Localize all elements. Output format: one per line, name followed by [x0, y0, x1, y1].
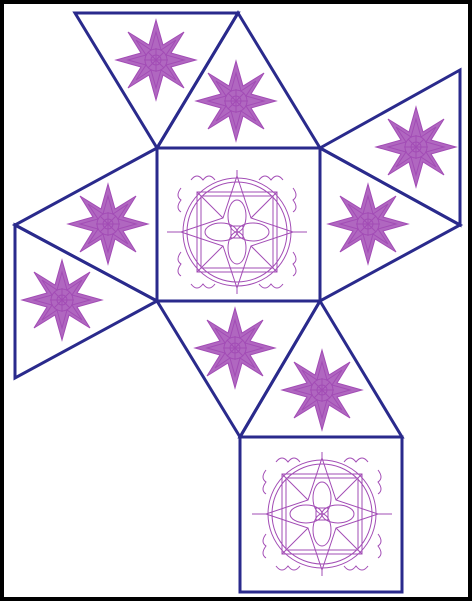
face-tri-right-lower	[318, 145, 464, 304]
eight-point-star-icon	[21, 259, 103, 341]
eight-point-star-icon	[67, 183, 149, 265]
eight-point-star-icon	[375, 106, 457, 188]
face-square-bottom	[238, 435, 404, 594]
face-tri-left-lower	[13, 222, 161, 381]
eight-point-star-icon	[195, 60, 277, 142]
eight-point-star-icon	[115, 19, 197, 101]
eight-point-star-icon	[281, 349, 363, 431]
eight-point-star-icon	[327, 183, 409, 265]
eight-point-star-icon	[194, 307, 276, 389]
